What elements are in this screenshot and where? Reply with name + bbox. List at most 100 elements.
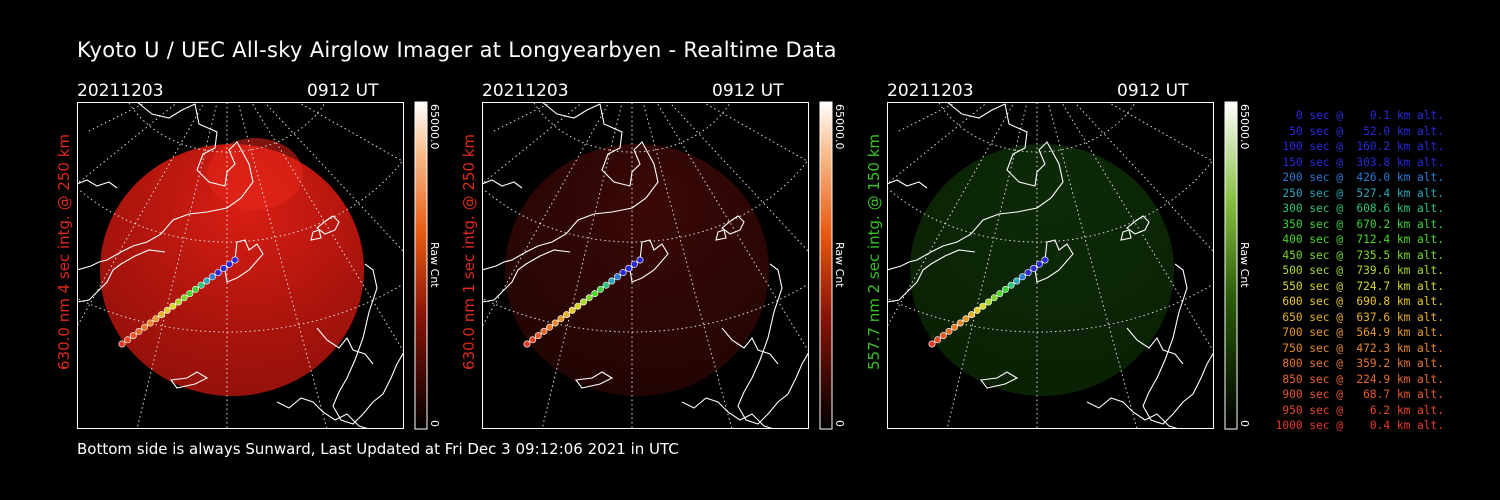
trajectory-point bbox=[591, 290, 599, 298]
legend-entry: 400 sec @ 712.4 km alt. bbox=[1275, 233, 1444, 246]
trajectory-legend: 0 sec @ 0.1 km alt. 50 sec @ 52.0 km alt… bbox=[1264, 108, 1444, 434]
panel-frame bbox=[887, 102, 1214, 429]
allsky-image bbox=[77, 102, 404, 429]
legend-entry: 1000 sec @ 0.4 km alt. bbox=[1275, 419, 1444, 432]
panel-time: 0912 UT bbox=[1117, 81, 1189, 101]
trajectory-point bbox=[118, 340, 126, 348]
trajectory-point bbox=[129, 332, 137, 340]
colorbar bbox=[1224, 101, 1238, 430]
legend-entry: 550 sec @ 724.7 km alt. bbox=[1275, 279, 1444, 293]
trajectory-point bbox=[625, 264, 633, 272]
trajectory-point bbox=[968, 311, 976, 319]
legend-entry: 100 sec @ 160.2 km alt. bbox=[1275, 140, 1444, 153]
trajectory-point bbox=[208, 273, 216, 281]
legend-entry: 900 sec @ 68.7 km alt. bbox=[1275, 388, 1444, 401]
colorbar bbox=[414, 101, 428, 430]
trajectory-point bbox=[1013, 277, 1021, 285]
trajectory-point bbox=[551, 319, 559, 327]
trajectory-point bbox=[557, 315, 565, 323]
trajectory-point bbox=[608, 277, 616, 285]
legend-entry: 350 sec @ 670.2 km alt. bbox=[1275, 217, 1444, 231]
panel-date: 20211203 bbox=[887, 81, 974, 101]
trajectory-point bbox=[630, 260, 638, 268]
legend-entry: 800 sec @ 359.2 km alt. bbox=[1275, 357, 1444, 370]
trajectory-point bbox=[979, 302, 987, 310]
trajectory-point bbox=[231, 256, 239, 264]
trajectory-point bbox=[602, 281, 610, 289]
trajectory-point bbox=[1024, 269, 1032, 277]
trajectory-point bbox=[568, 306, 576, 314]
trajectory-point bbox=[990, 294, 998, 302]
allsky-image bbox=[887, 102, 1214, 429]
trajectory-point bbox=[191, 285, 199, 293]
allsky-image bbox=[482, 102, 809, 429]
trajectory-point bbox=[220, 264, 228, 272]
trajectory-point bbox=[962, 315, 970, 323]
legend-entry: 50 sec @ 52.0 km alt. bbox=[1275, 124, 1444, 138]
trajectory-point bbox=[1001, 285, 1009, 293]
legend-entry: 450 sec @ 735.5 km alt. bbox=[1275, 248, 1444, 262]
trajectory-point bbox=[540, 327, 548, 335]
trajectory-point bbox=[973, 306, 981, 314]
legend-entry: 0 sec @ 0.1 km alt. bbox=[1275, 109, 1444, 122]
trajectory-point bbox=[563, 311, 571, 319]
legend-entry: 950 sec @ 6.2 km alt. bbox=[1275, 403, 1444, 417]
trajectory-point bbox=[225, 260, 233, 268]
legend-entry: 250 sec @ 527.4 km alt. bbox=[1275, 186, 1444, 200]
legend-entry: 500 sec @ 739.6 km alt. bbox=[1275, 264, 1444, 277]
trajectory-point bbox=[928, 340, 936, 348]
trajectory-point bbox=[135, 327, 143, 335]
footer-note: Bottom side is always Sunward, Last Upda… bbox=[77, 440, 679, 458]
trajectory-point bbox=[523, 340, 531, 348]
panel-date: 20211203 bbox=[482, 81, 569, 101]
trajectory-point bbox=[985, 298, 993, 306]
trajectory-point bbox=[1035, 260, 1043, 268]
panel-time: 0912 UT bbox=[307, 81, 379, 101]
trajectory-point bbox=[636, 256, 644, 264]
panel-frame bbox=[482, 102, 809, 429]
trajectory-point bbox=[180, 294, 188, 302]
trajectory-point bbox=[152, 315, 160, 323]
trajectory-point bbox=[1030, 264, 1038, 272]
trajectory-point bbox=[186, 290, 194, 298]
trajectory-point bbox=[534, 332, 542, 340]
trajectory-point bbox=[596, 285, 604, 293]
legend-entry: 300 sec @ 608.6 km alt. bbox=[1275, 202, 1444, 215]
trajectory-point bbox=[146, 319, 154, 327]
trajectory-point bbox=[996, 290, 1004, 298]
trajectory-point bbox=[124, 336, 132, 344]
trajectory-point bbox=[1007, 281, 1015, 289]
trajectory-point bbox=[939, 332, 947, 340]
trajectory-point bbox=[613, 273, 621, 281]
map-overlay bbox=[77, 102, 404, 429]
trajectory-point bbox=[169, 302, 177, 310]
trajectory-point bbox=[546, 323, 554, 331]
trajectory-point bbox=[574, 302, 582, 310]
legend-entry: 700 sec @ 564.9 km alt. bbox=[1275, 326, 1444, 339]
trajectory-point bbox=[197, 281, 205, 289]
trajectory-point bbox=[214, 269, 222, 277]
trajectory-point bbox=[934, 336, 942, 344]
page-title: Kyoto U / UEC All-sky Airglow Imager at … bbox=[77, 38, 837, 62]
legend-entry: 600 sec @ 690.8 km alt. bbox=[1275, 295, 1444, 308]
trajectory-point bbox=[619, 269, 627, 277]
trajectory-point bbox=[945, 327, 953, 335]
trajectory-point bbox=[951, 323, 959, 331]
legend-entry: 200 sec @ 426.0 km alt. bbox=[1275, 171, 1444, 184]
trajectory-point bbox=[175, 298, 183, 306]
trajectory-point bbox=[1041, 256, 1049, 264]
trajectory-point bbox=[956, 319, 964, 327]
legend-entry: 150 sec @ 303.8 km alt. bbox=[1275, 155, 1444, 169]
trajectory-point bbox=[529, 336, 537, 344]
legend-entry: 850 sec @ 224.9 km alt. bbox=[1275, 372, 1444, 386]
panel-time: 0912 UT bbox=[712, 81, 784, 101]
trajectory-point bbox=[1018, 273, 1026, 281]
colorbar bbox=[819, 101, 833, 430]
trajectory-point bbox=[158, 311, 166, 319]
map-overlay bbox=[482, 102, 809, 429]
panel-date: 20211203 bbox=[77, 81, 164, 101]
trajectory-point bbox=[141, 323, 149, 331]
legend-entry: 650 sec @ 637.6 km alt. bbox=[1275, 310, 1444, 324]
